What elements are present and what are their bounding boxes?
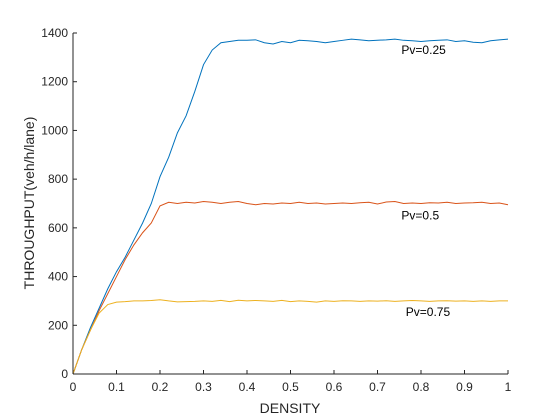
x-tick-label: 0.1 bbox=[108, 380, 125, 394]
series-annotation-0: Pv=0.25 bbox=[401, 43, 446, 57]
annotations: Pv=0.25 Pv=0.5 Pv=0.75 bbox=[401, 43, 450, 319]
x-tick-label: 0.6 bbox=[326, 380, 343, 394]
y-tick-label: 800 bbox=[48, 172, 68, 186]
x-tick-label: 0.5 bbox=[282, 380, 299, 394]
y-tick-label: 0 bbox=[61, 367, 68, 381]
x-tick-label: 0 bbox=[70, 380, 77, 394]
ticks: 0 0.1 0.2 0.3 0.4 0.5 0.6 0.7 0.8 0.9 1 0 200 400 600 8… bbox=[41, 26, 511, 394]
series-lines bbox=[72, 38, 509, 375]
x-tick-label: 0.7 bbox=[369, 380, 386, 394]
series-line-0 bbox=[72, 38, 509, 375]
x-tick-label: 0.8 bbox=[413, 380, 430, 394]
x-tick-label: 0.2 bbox=[152, 380, 169, 394]
y-tick-label: 1200 bbox=[41, 75, 68, 89]
y-tick-label: 1400 bbox=[41, 26, 68, 40]
y-tick-label: 400 bbox=[48, 270, 68, 284]
x-axis-title: DENSITY bbox=[260, 400, 321, 416]
y-axis-title: THROUGHPUT(veh/h/lane) bbox=[21, 117, 37, 290]
series-line-1 bbox=[72, 201, 509, 375]
series-annotation-1: Pv=0.5 bbox=[401, 209, 439, 223]
x-tick-label: 0.4 bbox=[239, 380, 256, 394]
y-tick-label: 1000 bbox=[41, 123, 68, 137]
x-tick-label: 0.3 bbox=[195, 380, 212, 394]
y-tick-label: 200 bbox=[48, 318, 68, 332]
y-tick-label: 600 bbox=[48, 221, 68, 235]
series-line-2 bbox=[72, 299, 508, 375]
x-tick-label: 1 bbox=[505, 380, 512, 394]
series-annotation-2: Pv=0.75 bbox=[406, 305, 451, 319]
x-tick-label: 0.9 bbox=[456, 380, 473, 394]
